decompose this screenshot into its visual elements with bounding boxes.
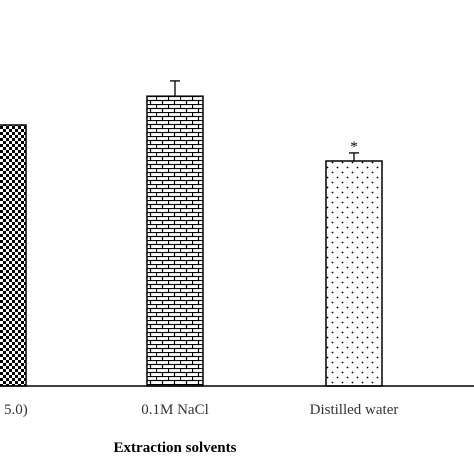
bar-distilled-water <box>325 160 383 387</box>
x-tick-label-distilled-water: Distilled water <box>310 402 399 418</box>
x-tick-label-r-ph-5-0: r (pH 5.0) <box>0 402 28 418</box>
x-tick-labels: r (pH 5.0) 0.1M NaCl Distilled water <box>0 402 398 418</box>
annotations-layer: * <box>350 139 358 155</box>
bars-layer <box>0 95 383 387</box>
bar-0-1m-nacl <box>146 95 204 387</box>
error-bar-0-1m-nacl <box>170 80 180 97</box>
error-bar-distilled-water <box>349 152 359 161</box>
significance-marker: * <box>350 139 358 155</box>
x-axis-title: Extraction solvents <box>114 440 237 456</box>
x-tick-label-0-1m-nacl: 0.1M NaCl <box>141 402 209 418</box>
bar-r-ph-5-0 <box>0 124 27 387</box>
error-bars-layer <box>170 80 359 161</box>
